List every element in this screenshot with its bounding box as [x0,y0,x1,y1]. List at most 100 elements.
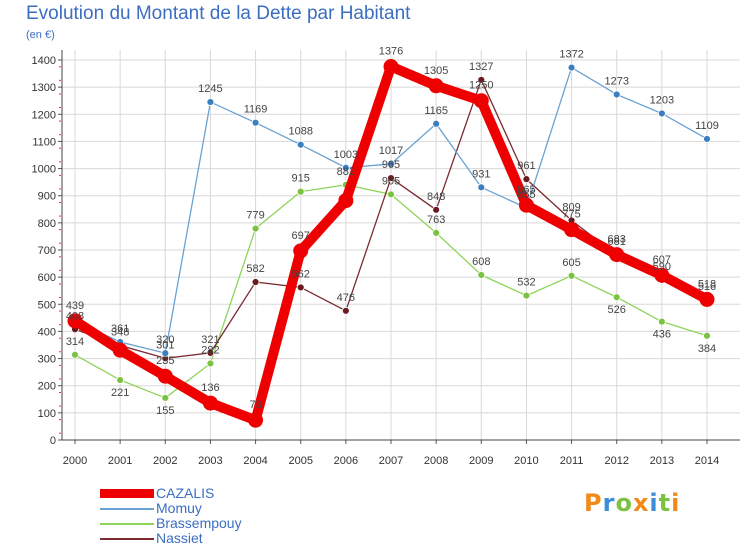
data-point-brassempouy [116,376,125,384]
y-tick-label: 300 [38,354,56,366]
data-label-nassiet: 348 [111,327,129,339]
unit-label: (en €) [26,29,55,41]
data-label-momuy: 931 [472,168,490,180]
data-point-momuy [341,163,350,172]
data-point-nassiet [341,306,350,315]
data-point-momuy [703,135,711,143]
logo-letter: i [649,489,659,517]
logo-letter: P [584,489,603,517]
data-label-brassempouy: 155 [156,405,174,417]
data-label-nassiet: 408 [66,310,84,322]
logo-letter: i [671,489,681,517]
data-label-nassiet: 321 [201,334,219,346]
data-label-brassempouy: 282 [201,344,219,356]
data-label-brassempouy: 532 [517,277,535,289]
data-point-momuy [657,109,666,118]
data-point-cazalis [157,368,173,384]
data-label-momuy: 1088 [288,126,312,138]
legend-label-brassempouy: Brassempouy [156,515,242,531]
data-label-momuy: 1169 [244,104,268,116]
data-label-brassempouy: 763 [427,214,445,226]
data-label-brassempouy: 526 [608,304,626,316]
data-point-momuy [206,98,215,106]
data-label-brassempouy: 384 [698,343,716,355]
data-label-momuy: 1203 [650,94,674,106]
y-tick-label: 1100 [32,136,56,148]
y-tick-label: 100 [38,408,56,420]
data-label-momuy: 855 [517,189,535,201]
data-point-brassempouy [477,271,486,279]
data-point-cazalis [699,291,715,307]
y-tick-label: 1300 [32,82,56,94]
y-tick-label: 1200 [32,109,56,121]
y-tick-label: 700 [38,245,56,257]
data-label-nassiet: 582 [246,263,264,275]
legend-label-momuy: Momuy [156,500,202,516]
data-point-cazalis [473,93,489,109]
data-point-cazalis [248,412,264,428]
legend-swatch-momuy [100,508,154,510]
y-tick-label: 900 [38,191,56,203]
data-point-brassempouy [432,228,441,237]
data-point-cazalis [428,78,444,94]
y-tick-label: 500 [38,299,56,311]
data-point-cazalis [564,222,580,238]
data-label-cazalis: 697 [292,230,310,242]
data-point-brassempouy [567,271,576,280]
data-point-cazalis [293,243,309,259]
data-label-cazalis: 775 [562,209,580,221]
data-label-brassempouy: 905 [382,175,400,187]
data-point-nassiet [296,283,305,292]
data-point-brassempouy [251,224,260,233]
data-label-nassiet: 1327 [469,61,493,73]
proxiti-logo: Proxiti [584,489,680,517]
data-point-nassiet [251,278,260,286]
legend-item-brassempouy: Brassempouy [100,515,330,531]
data-point-cazalis [654,267,670,283]
x-tick-label: 2001 [108,455,132,467]
data-point-momuy [387,160,395,168]
legend-item-momuy: Momuy [100,500,330,516]
x-tick-label: 2013 [650,455,674,467]
x-tick-label: 2010 [514,455,538,467]
data-label-brassempouy: 314 [66,336,84,348]
data-point-cazalis [112,342,128,358]
data-point-brassempouy [657,317,666,326]
y-tick-label: 1000 [32,164,56,176]
data-label-brassempouy: 608 [472,256,490,268]
data-label-momuy: 320 [156,334,174,346]
x-tick-label: 2012 [604,455,628,467]
data-label-cazalis: 439 [66,300,84,312]
data-label-brassempouy: 221 [111,387,129,399]
legend-swatch-nassiet [100,538,154,540]
data-point-momuy [161,349,170,358]
data-point-momuy [296,140,305,149]
plot-area [62,50,740,440]
data-point-brassempouy [206,359,215,368]
legend-label-cazalis: CAZALIS [156,485,215,501]
data-label-cazalis: 518 [698,278,716,290]
data-label-brassempouy: 882 [337,166,355,178]
data-point-nassiet [387,174,395,182]
data-label-brassempouy: 915 [292,173,310,185]
data-point-cazalis [383,59,399,75]
data-point-brassempouy [703,331,711,340]
data-label-brassempouy: 605 [562,257,580,269]
y-tick-label: 800 [38,218,56,230]
x-tick-label: 2002 [153,455,177,467]
x-tick-label: 2014 [695,455,719,467]
data-label-nassiet: 301 [156,339,174,351]
x-tick-label: 2006 [334,455,358,467]
data-label-cazalis: 1305 [424,65,448,77]
x-tick-label: 2007 [379,455,403,467]
data-label-momuy: 1372 [559,49,583,61]
data-label-momuy: 361 [111,323,129,335]
legend-item-nassiet: Nassiet [100,530,330,546]
data-point-cazalis [518,197,534,213]
data-label-momuy: 1245 [198,83,222,95]
data-label-momuy: 1273 [604,75,628,87]
data-label-cazalis: 1250 [469,80,493,92]
x-tick-label: 2008 [424,455,448,467]
legend-item-cazalis: CAZALIS [100,485,330,501]
data-label-nassiet: 562 [292,268,310,280]
